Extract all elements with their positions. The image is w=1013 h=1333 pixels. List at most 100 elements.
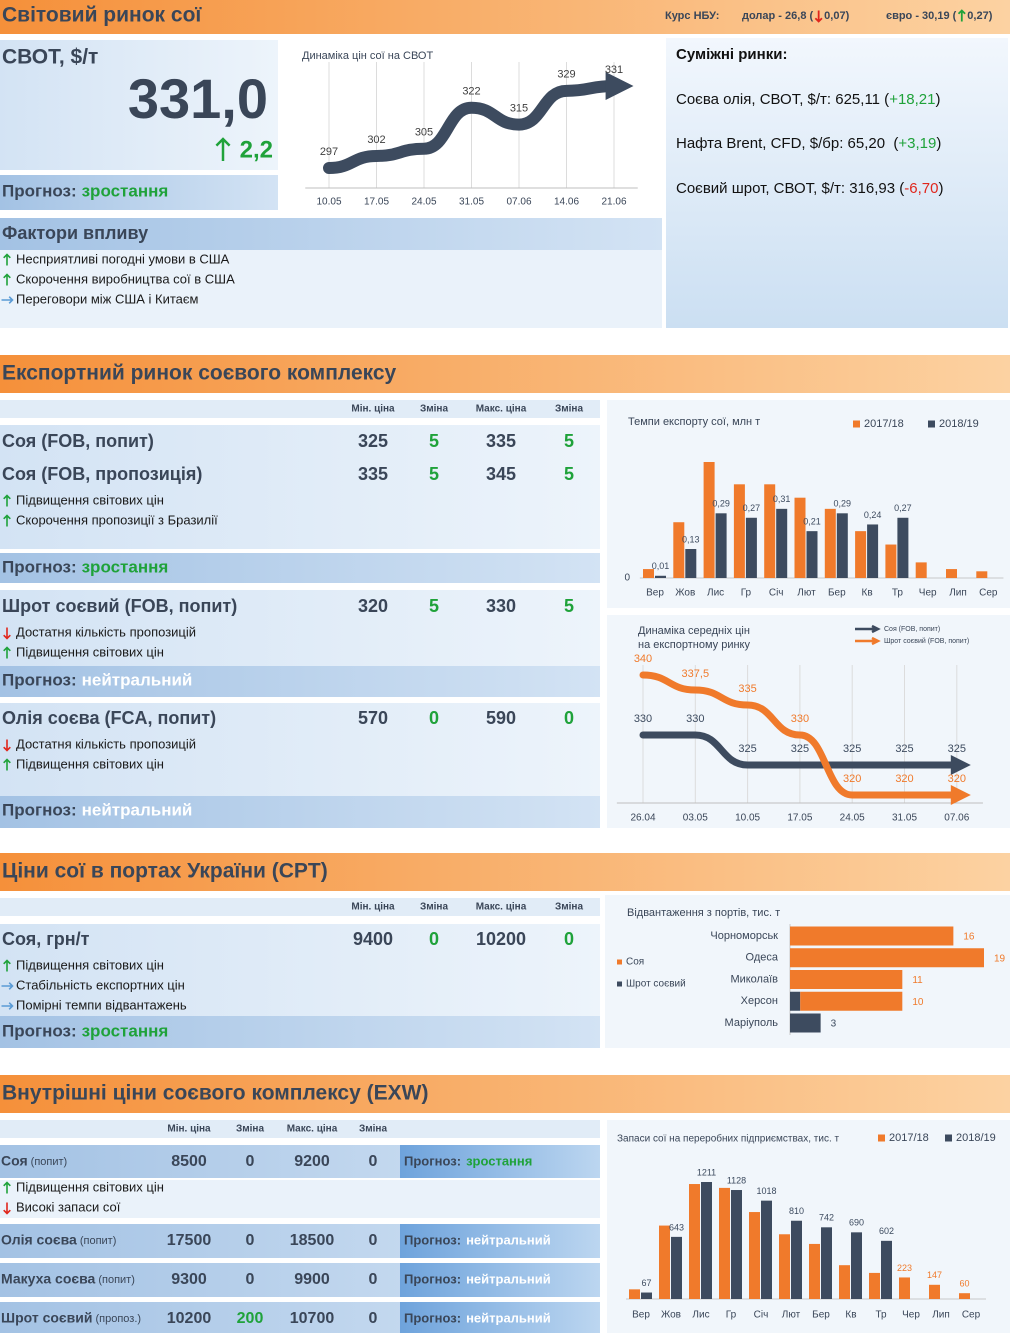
column-header: Зміна <box>420 902 448 913</box>
data-label: 302 <box>367 134 385 146</box>
bar <box>685 549 697 578</box>
svot-price: 331,0 <box>128 67 268 130</box>
column-header: Макс. ціна <box>287 1124 338 1135</box>
forecast-label: Прогноз: <box>404 1153 461 1168</box>
table-cell: 9200 <box>294 1153 330 1170</box>
section-bar <box>0 1075 1010 1113</box>
table-cell: 570 <box>358 708 388 728</box>
data-label: 0,29 <box>834 499 852 509</box>
svot-change: 2,2 <box>240 136 273 163</box>
bar <box>869 1272 880 1299</box>
factor: Підвищення світових цін <box>16 1179 164 1194</box>
bar <box>836 513 848 578</box>
forecast-value: нейтральний <box>82 670 193 689</box>
data-label: 0,24 <box>864 510 882 520</box>
table-header <box>0 898 600 916</box>
chart-title: Відвантаження з портів, тис. т <box>627 907 780 919</box>
x-tick-label: 10.05 <box>316 197 341 208</box>
x-tick-label: 07.06 <box>506 197 531 208</box>
header-bar <box>0 0 1010 34</box>
row-note: (попит) <box>98 1274 135 1286</box>
column-header: Зміна <box>359 1124 387 1135</box>
bar <box>643 569 654 578</box>
forecast-label: Прогноз: <box>2 557 77 576</box>
table-cell: 5 <box>564 464 574 484</box>
data-label: 0,27 <box>894 503 912 513</box>
page-title: Світовий ринок сої <box>2 4 202 27</box>
data-label: 305 <box>415 127 433 139</box>
x-tick-label: Тр <box>875 1310 887 1321</box>
forecast-bar <box>0 796 600 828</box>
data-label: 3 <box>831 1019 837 1030</box>
rates-label: Курс НБУ: <box>665 10 719 22</box>
x-tick-label: 17.05 <box>364 197 389 208</box>
y-tick-label: Маріуполь <box>725 1017 779 1029</box>
legend-swatch <box>853 420 860 428</box>
x-tick-label: Вер <box>632 1310 650 1321</box>
data-label: 0,01 <box>652 561 670 571</box>
table-cell: 5 <box>564 596 574 616</box>
y-tick-label: Миколаїв <box>730 973 778 985</box>
row-name: Соя, грн/т <box>2 929 90 949</box>
data-label: 60 <box>959 1279 969 1289</box>
table-cell: 0 <box>429 929 439 949</box>
series-line <box>323 72 634 174</box>
y-tick-label: 0 <box>624 573 630 584</box>
data-label: 0,31 <box>773 494 791 504</box>
bar <box>959 1293 970 1299</box>
column-header: Мін. ціна <box>167 1124 211 1135</box>
table-header <box>0 400 600 418</box>
trend-arrow <box>957 9 966 22</box>
bar <box>806 531 818 578</box>
row-name: Шрот соєвий (FOB, попит) <box>2 596 237 616</box>
data-label: 11 <box>912 975 923 986</box>
forecast-cell <box>400 1302 600 1333</box>
forecast-value: зростання <box>82 181 169 200</box>
forecast-value: нейтральний <box>82 800 193 819</box>
bar <box>899 1277 910 1299</box>
x-tick-label: Вер <box>646 588 664 599</box>
trend-arrow <box>3 1181 11 1194</box>
data-label: 297 <box>320 146 338 158</box>
bar <box>779 1234 790 1299</box>
table-cell: 0 <box>246 1153 255 1170</box>
forecast-value: нейтральний <box>466 1310 551 1325</box>
x-tick-label: 31.05 <box>459 197 484 208</box>
x-tick-label: Бер <box>812 1310 830 1321</box>
bar <box>749 1212 760 1299</box>
rate-label: євро - 30,19 ( <box>886 10 957 22</box>
factor: Достатня кількість пропозицій <box>16 624 196 639</box>
row-name: Олія соєва <box>1 1232 77 1248</box>
data-label: 223 <box>897 1263 912 1273</box>
x-tick-label: Жов <box>661 1310 681 1321</box>
x-tick-label: Лют <box>797 588 816 599</box>
rate-change: 0,07 <box>824 10 845 22</box>
group-box <box>0 590 600 666</box>
bar <box>776 508 788 578</box>
bar <box>946 569 957 578</box>
table-cell: 330 <box>486 596 516 616</box>
factor: Підвищення світових цін <box>16 492 164 507</box>
data-label: 340 <box>634 653 652 665</box>
y-tick-label: Одеса <box>746 952 779 964</box>
table-header <box>0 1120 600 1138</box>
forecast-label: Прогноз: <box>2 1021 77 1040</box>
chart-title: Запаси сої на переробних підприємствах, … <box>617 1133 840 1145</box>
data-label: 325 <box>791 743 809 755</box>
x-tick-label: Лис <box>707 588 724 599</box>
bar <box>703 462 715 578</box>
table-cell: 335 <box>358 464 388 484</box>
bar <box>790 948 984 968</box>
table-cell: 10200 <box>476 929 526 949</box>
data-label: 690 <box>849 1218 864 1228</box>
legend-label: Соя (FOB, попит) <box>884 626 940 633</box>
forecast-bar <box>0 553 600 583</box>
table-cell: 9400 <box>353 929 393 949</box>
chart-title: Динаміка середніх цін <box>638 625 750 637</box>
factor: Підвищення світових цін <box>16 756 164 771</box>
data-label: 325 <box>738 743 756 755</box>
bar <box>719 1187 730 1299</box>
forecast-value: нейтральний <box>466 1271 551 1286</box>
row-note: (попит) <box>80 1235 117 1247</box>
series-line <box>639 671 971 805</box>
